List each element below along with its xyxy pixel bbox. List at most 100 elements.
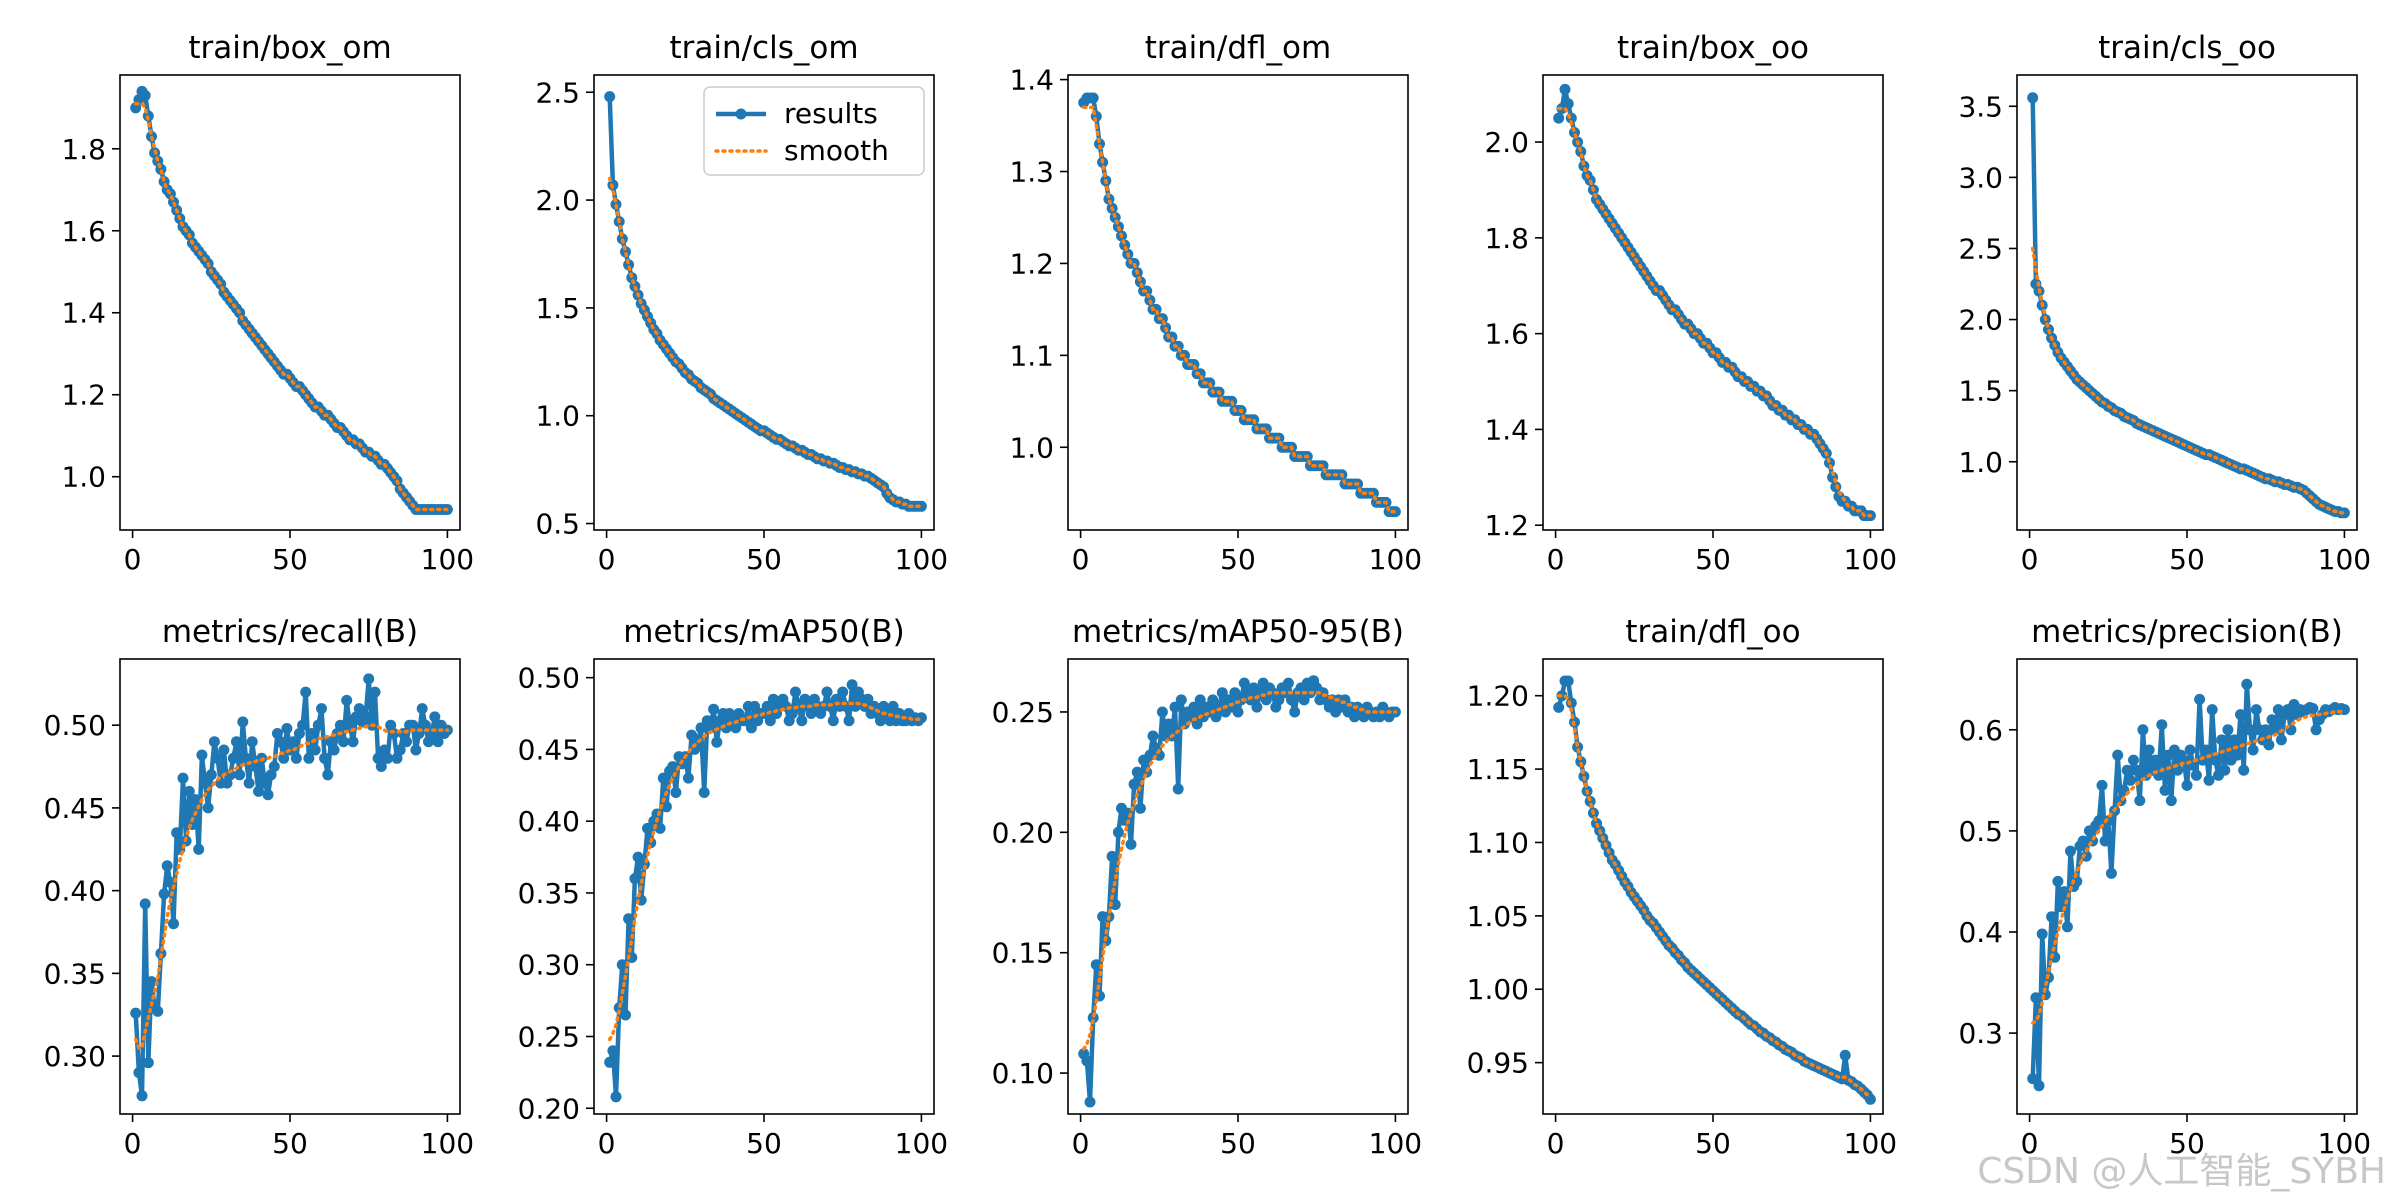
data-point-results bbox=[2099, 835, 2111, 847]
data-point-results bbox=[642, 822, 653, 834]
x-tick-label: 0 bbox=[124, 543, 142, 576]
watermark-text: CSDN @人工智能_SYBH bbox=[1977, 1151, 2386, 1192]
data-point-results bbox=[1562, 675, 1574, 687]
data-point-results bbox=[231, 736, 242, 748]
axes-frame bbox=[593, 74, 935, 531]
x-tick-label: 0 bbox=[2021, 1127, 2039, 1160]
data-point-results bbox=[416, 703, 428, 715]
y-tick-label: 0.20 bbox=[992, 816, 1054, 849]
y-tick-label: 1.6 bbox=[61, 215, 106, 248]
data-point-results bbox=[1156, 706, 1168, 718]
data-point-results bbox=[429, 711, 441, 723]
series-line-smooth bbox=[133, 101, 450, 512]
x-tick-label: 0 bbox=[2021, 543, 2039, 576]
data-point-results bbox=[2156, 719, 2168, 731]
y-tick-label: 0.30 bbox=[44, 1040, 106, 1073]
data-point-results bbox=[767, 693, 779, 705]
subplot-train-dfl-om: train/dfl_om 0 50 100 1.0 1.1 1.2 1.3 1.4 bbox=[1009, 30, 1422, 576]
subplot-metrics-precision-b: metrics/precision(B) 0 50 100 0.3 0.4 0.5 0.6 bbox=[1958, 614, 2371, 1160]
data-point-results bbox=[385, 719, 397, 731]
data-point-results bbox=[1131, 766, 1143, 778]
data-point-results bbox=[616, 959, 628, 971]
data-point-results bbox=[2197, 754, 2209, 766]
y-tick-label: 1.8 bbox=[1484, 222, 1529, 255]
data-point-results bbox=[1584, 795, 1596, 807]
y-tick-label: 0.95 bbox=[1467, 1047, 1529, 1080]
data-point-results bbox=[764, 715, 776, 727]
data-point-results bbox=[1245, 694, 1257, 706]
data-point-results bbox=[388, 728, 400, 739]
data-point-results bbox=[278, 752, 290, 764]
y-tick-label: 1.4 bbox=[61, 297, 106, 330]
chart-title: train/dfl_oo bbox=[1625, 614, 1800, 650]
legend-box bbox=[703, 86, 925, 176]
data-point-results bbox=[347, 736, 359, 748]
data-point-results bbox=[604, 91, 616, 103]
data-point-results bbox=[708, 703, 720, 715]
x-tick-label: 100 bbox=[2318, 543, 2371, 576]
subplot-train-box-om: train/box_om 0 50 100 1.0 1.2 1.4 1.6 1.8 bbox=[61, 30, 474, 576]
data-point-results bbox=[2159, 784, 2171, 796]
data-point-results bbox=[410, 744, 422, 756]
data-point-results bbox=[1134, 802, 1146, 814]
y-tick-label: 0.25 bbox=[992, 696, 1054, 729]
axes-frame bbox=[1542, 658, 1884, 1115]
x-tick-label: 100 bbox=[1369, 1127, 1422, 1160]
data-point-results bbox=[2235, 709, 2246, 721]
data-point-results bbox=[1298, 694, 1310, 706]
data-point-results bbox=[607, 1045, 619, 1057]
data-point-results bbox=[2269, 724, 2281, 736]
data-point-results bbox=[667, 761, 679, 773]
data-point-results bbox=[275, 736, 287, 748]
data-point-results bbox=[322, 769, 334, 781]
data-point-results bbox=[1251, 701, 1263, 713]
data-point-results bbox=[297, 719, 309, 731]
y-tick-label: 2.0 bbox=[1958, 304, 2003, 337]
data-point-results bbox=[224, 769, 236, 781]
axes-frame bbox=[2016, 658, 2358, 1115]
data-point-results bbox=[915, 500, 927, 512]
data-point-results bbox=[208, 736, 220, 748]
series-line-smooth bbox=[133, 723, 450, 1050]
data-point-results bbox=[221, 777, 233, 789]
x-tick-label: 0 bbox=[124, 1127, 142, 1160]
data-point-results bbox=[2275, 734, 2287, 746]
data-point-results bbox=[2307, 703, 2319, 714]
data-point-results bbox=[2238, 764, 2250, 776]
data-point-results bbox=[620, 1009, 631, 1021]
data-point-results bbox=[2244, 724, 2256, 736]
data-point-results bbox=[158, 888, 170, 900]
subplot-train-box-oo: train/box_oo 0 50 100 1.2 1.4 1.6 1.8 2.0 bbox=[1484, 30, 1897, 576]
series-line-smooth bbox=[1556, 693, 1873, 1100]
data-point-results bbox=[171, 827, 183, 839]
y-tick-label: 1.00 bbox=[1467, 973, 1529, 1006]
data-point-results bbox=[875, 715, 886, 727]
x-tick-label: 0 bbox=[598, 543, 616, 576]
y-tick-label: 1.8 bbox=[61, 133, 106, 166]
data-point-results bbox=[378, 744, 390, 756]
data-point-results bbox=[1125, 838, 1137, 850]
chart-title: train/box_om bbox=[188, 30, 391, 66]
data-point-results bbox=[344, 719, 356, 731]
data-point-results bbox=[1087, 92, 1099, 104]
data-point-results bbox=[623, 913, 635, 925]
axes-frame bbox=[1067, 74, 1409, 531]
y-tick-label: 1.2 bbox=[1484, 509, 1529, 542]
data-point-results bbox=[2128, 754, 2139, 766]
data-point-results bbox=[1210, 711, 1222, 723]
y-tick-label: 2.0 bbox=[1484, 126, 1529, 159]
data-point-results bbox=[375, 761, 387, 772]
data-point-results bbox=[1169, 701, 1181, 713]
data-point-results bbox=[432, 736, 444, 748]
x-tick-label: 50 bbox=[1695, 1127, 1731, 1160]
y-tick-label: 0.40 bbox=[44, 875, 106, 908]
data-point-results bbox=[243, 777, 255, 789]
data-point-results bbox=[1260, 694, 1272, 706]
data-point-results bbox=[2206, 704, 2218, 716]
x-tick-label: 100 bbox=[895, 543, 948, 576]
y-tick-label: 2.0 bbox=[535, 184, 580, 217]
data-point-results bbox=[227, 752, 239, 764]
data-point-results bbox=[196, 749, 208, 761]
data-point-results bbox=[2036, 928, 2048, 940]
data-point-results bbox=[2338, 704, 2350, 716]
